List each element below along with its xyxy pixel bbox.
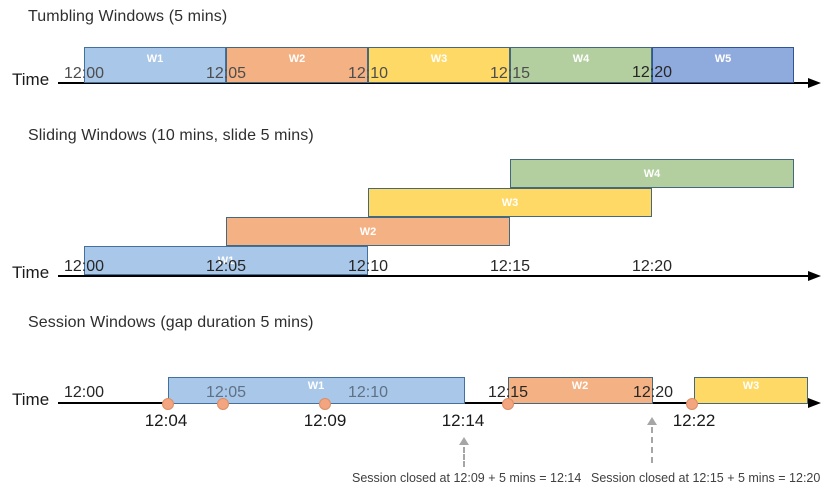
event-dot-1204 — [162, 398, 174, 410]
event-label-1222: 12:22 — [672, 411, 716, 430]
tumbling-timeline-arrowhead-icon — [808, 78, 821, 88]
session-tick-1220: 12:20 — [632, 384, 674, 401]
sliding-tick-1215: 12:15 — [489, 258, 531, 275]
session-tick-1215: 12:15 — [487, 384, 529, 401]
tumbling-tick-1205: 12:05 — [205, 65, 247, 82]
sliding-window-w4: W4 — [510, 159, 794, 188]
window-label: W3 — [501, 196, 519, 209]
session-timeline-arrowhead-icon — [808, 398, 821, 408]
session-close-arrow-right-icon — [647, 417, 657, 425]
sliding-tick-1210: 12:10 — [347, 258, 389, 275]
session-tick-1200: 12:00 — [63, 384, 105, 401]
session-window-w3 — [694, 377, 808, 404]
event-dot-1222 — [686, 398, 698, 410]
window-label: W1 — [146, 53, 164, 65]
event-label-1204: 12:04 — [144, 411, 188, 430]
window-label: W5 — [714, 53, 732, 65]
session-close-annotation-right: Session closed at 12:15 + 5 mins = 12:20 — [591, 471, 821, 485]
window-label: W4 — [572, 53, 590, 65]
sliding-section-title: Sliding Windows (10 mins, slide 5 mins) — [28, 127, 314, 144]
window-label: W3 — [430, 53, 448, 65]
session-tick-1205: 12:05 — [205, 384, 247, 401]
session-time-axis-label: Time — [12, 390, 50, 409]
session-close-arrow-left-line — [463, 447, 465, 467]
window-label: W2 — [288, 53, 306, 65]
window-label: W2 — [359, 225, 377, 238]
tumbling-window-w2: W2 — [226, 47, 368, 83]
sliding-tick-1200: 12:00 — [63, 258, 105, 275]
session-window-w3-label: W3 — [742, 380, 760, 392]
window-label: W4 — [643, 167, 661, 180]
window-label: W1 — [217, 254, 235, 267]
sliding-time-axis-label: Time — [12, 263, 50, 282]
sliding-tick-1205: 12:05 — [205, 258, 247, 275]
tumbling-tick-1200: 12:00 — [63, 65, 105, 82]
tumbling-section-title: Tumbling Windows (5 mins) — [28, 8, 228, 25]
session-close-arrow-left-icon — [459, 437, 469, 445]
sliding-window-w2: W2 — [226, 217, 510, 246]
tumbling-window-w1: W1 — [84, 47, 226, 83]
session-window-w2 — [508, 377, 653, 404]
sliding-tick-1220: 12:20 — [631, 258, 673, 275]
event-dot-1215 — [502, 398, 514, 410]
tumbling-window-w4: W4 — [510, 47, 652, 83]
event-label-1209: 12:09 — [303, 411, 347, 430]
tumbling-window-w5: W5 — [652, 47, 794, 83]
session-tick-1210: 12:10 — [347, 384, 389, 401]
tumbling-tick-1220: 12:20 — [631, 64, 673, 81]
session-close-annotation-left: Session closed at 12:09 + 5 mins = 12:14 — [352, 471, 582, 485]
tumbling-tick-1215: 12:15 — [489, 65, 531, 82]
sliding-timeline-arrowhead-icon — [808, 271, 821, 281]
tumbling-window-w3: W3 — [368, 47, 510, 83]
session-window-w2-label: W2 — [571, 380, 589, 392]
session-close-arrow-right-line — [651, 427, 653, 463]
session-window-w1-label: W1 — [307, 380, 325, 392]
event-dot-1209 — [319, 398, 331, 410]
event-dot-1205 — [217, 398, 229, 410]
sliding-timeline — [58, 275, 810, 277]
event-label-1214: 12:14 — [441, 411, 485, 430]
session-window-w1 — [168, 377, 465, 404]
tumbling-tick-1210: 12:10 — [347, 65, 389, 82]
tumbling-timeline — [58, 82, 810, 84]
sliding-window-w1: W1 — [84, 246, 368, 275]
sliding-window-w3: W3 — [368, 188, 652, 217]
tumbling-time-axis-label: Time — [12, 70, 50, 89]
session-section-title: Session Windows (gap duration 5 mins) — [28, 314, 314, 331]
